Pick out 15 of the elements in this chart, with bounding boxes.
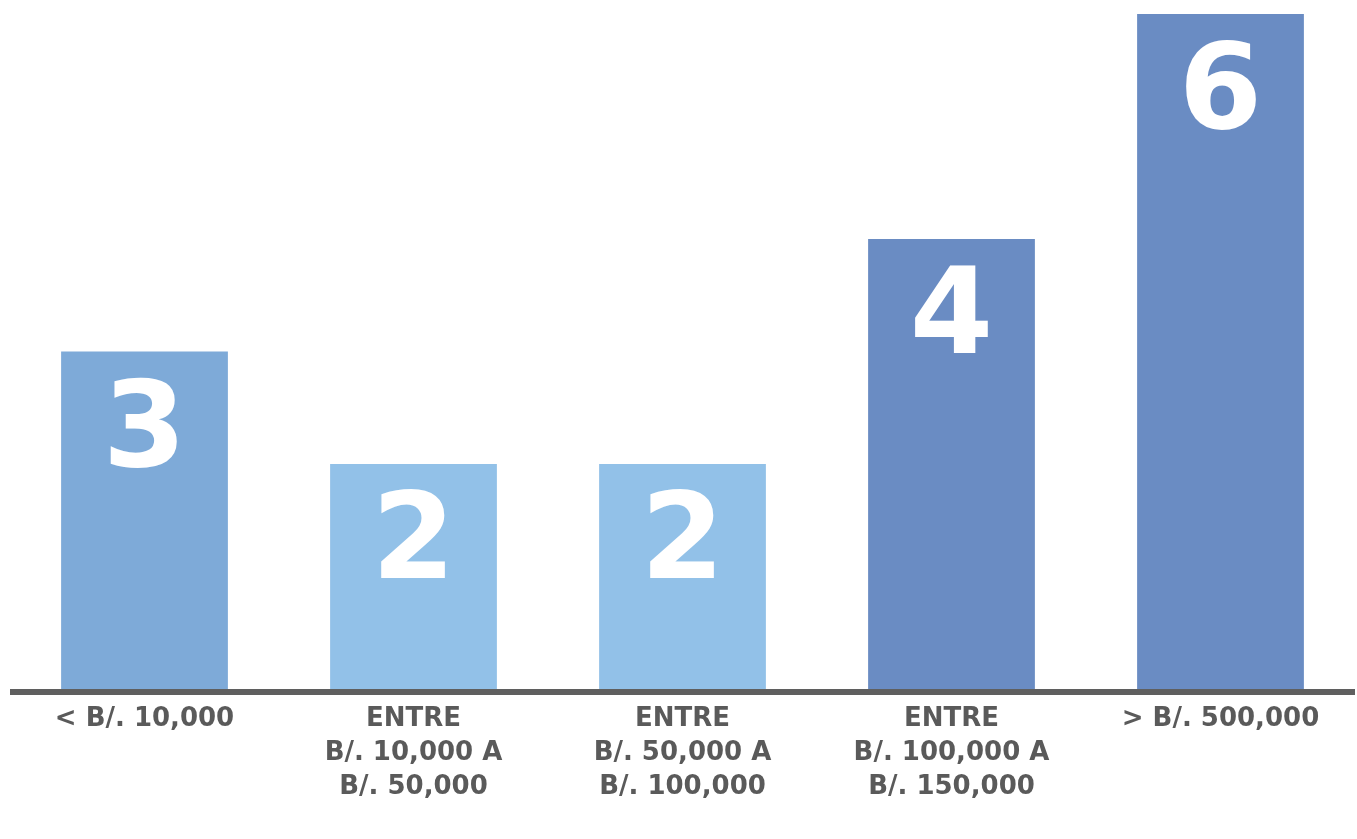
data-label: 2 [371,467,456,606]
bar [1137,14,1304,689]
data-label: 6 [1178,17,1263,156]
x-tick-label: ENTRE B/. 100,000 A B/. 150,000 [853,702,1050,800]
x-tick-label: < B/. 10,000 [54,702,235,733]
x-tick-label: ENTRE B/. 50,000 A B/. 100,000 [593,702,772,800]
bar [330,464,497,689]
bar [868,239,1035,689]
x-tick-label: ENTRE B/. 10,000 A B/. 50,000 [324,702,503,800]
data-label: 4 [909,242,994,381]
bar [599,464,766,689]
data-label: 3 [102,354,187,494]
bar [61,351,228,689]
data-label: 2 [640,467,725,606]
x-tick-label: > B/. 500,000 [1121,702,1320,733]
